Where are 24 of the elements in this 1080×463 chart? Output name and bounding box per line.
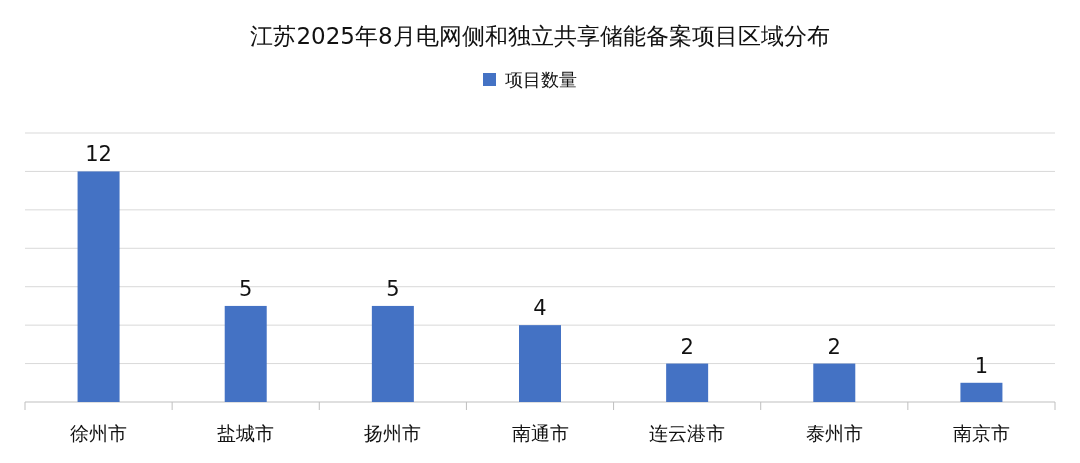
bar [666,363,709,402]
bar [224,305,267,402]
x-tick-label: 泰州市 [805,422,863,444]
x-tick-label: 盐城市 [217,422,275,444]
chart-title: 江苏2025年8月电网侧和独立共享储能备案项目区域分布 [250,23,830,49]
legend-label: 项目数量 [505,69,577,90]
bar [519,325,561,402]
data-label: 2 [680,334,694,359]
data-label: 12 [85,142,112,167]
data-label: 5 [239,276,253,301]
x-tick-label: 徐州市 [70,422,128,444]
bar [960,382,1003,402]
data-label: 4 [533,296,547,321]
data-label: 5 [386,276,400,301]
bar [371,305,414,402]
data-label: 2 [827,334,841,359]
x-tick-label: 连云港市 [649,422,726,444]
x-tick-label: 南通市 [511,422,569,444]
bar [813,363,856,402]
legend: 项目数量 [483,69,577,90]
x-tick-label: 扬州市 [364,422,422,444]
data-label: 1 [974,353,989,378]
x-tick-label: 南京市 [952,422,1010,444]
bar [77,171,120,402]
